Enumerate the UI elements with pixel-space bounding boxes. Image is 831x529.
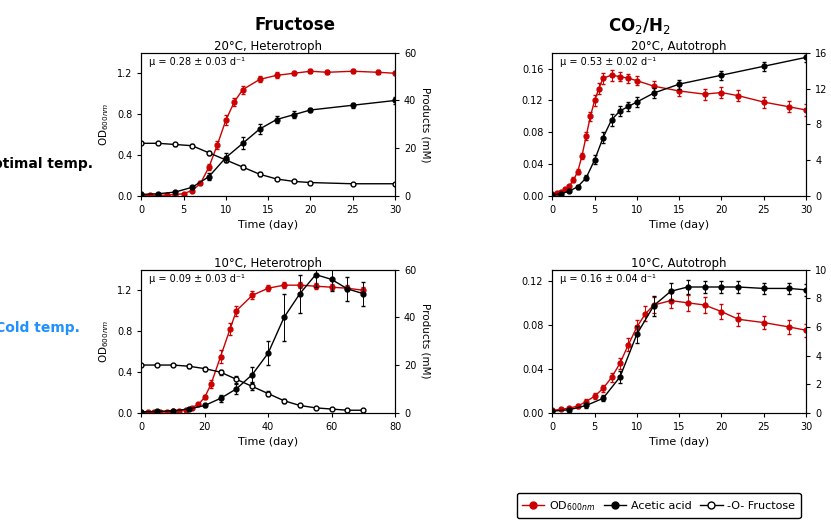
Text: CO$_2$/H$_2$: CO$_2$/H$_2$: [608, 16, 671, 36]
X-axis label: Time (day): Time (day): [649, 220, 710, 230]
Text: Fructose: Fructose: [254, 16, 336, 34]
Text: μ = 0.28 ± 0.03 d⁻¹: μ = 0.28 ± 0.03 d⁻¹: [149, 57, 245, 67]
Title: 10°C, Heterotroph: 10°C, Heterotroph: [214, 257, 322, 270]
Title: 20°C, Autotroph: 20°C, Autotroph: [632, 40, 727, 53]
X-axis label: Time (day): Time (day): [238, 437, 298, 447]
X-axis label: Time (day): Time (day): [649, 437, 710, 447]
Legend: OD$_{600nm}$, Acetic acid, -O- Fructose: OD$_{600nm}$, Acetic acid, -O- Fructose: [517, 493, 800, 518]
Y-axis label: Products (mM): Products (mM): [420, 87, 430, 162]
X-axis label: Time (day): Time (day): [238, 220, 298, 230]
Title: 20°C, Heterotroph: 20°C, Heterotroph: [214, 40, 322, 53]
Text: μ = 0.16 ± 0.04 d⁻¹: μ = 0.16 ± 0.04 d⁻¹: [560, 274, 656, 284]
Text: Optimal temp.: Optimal temp.: [0, 157, 93, 171]
Text: Cold temp.: Cold temp.: [0, 321, 80, 335]
Y-axis label: OD$_{600nm}$: OD$_{600nm}$: [97, 320, 111, 363]
Text: μ = 0.09 ± 0.03 d⁻¹: μ = 0.09 ± 0.03 d⁻¹: [149, 274, 245, 284]
Y-axis label: OD$_{600nm}$: OD$_{600nm}$: [97, 103, 111, 146]
Y-axis label: Products (mM): Products (mM): [420, 304, 430, 379]
Title: 10°C, Autotroph: 10°C, Autotroph: [632, 257, 727, 270]
Text: μ = 0.53 ± 0.02 d⁻¹: μ = 0.53 ± 0.02 d⁻¹: [560, 57, 656, 67]
